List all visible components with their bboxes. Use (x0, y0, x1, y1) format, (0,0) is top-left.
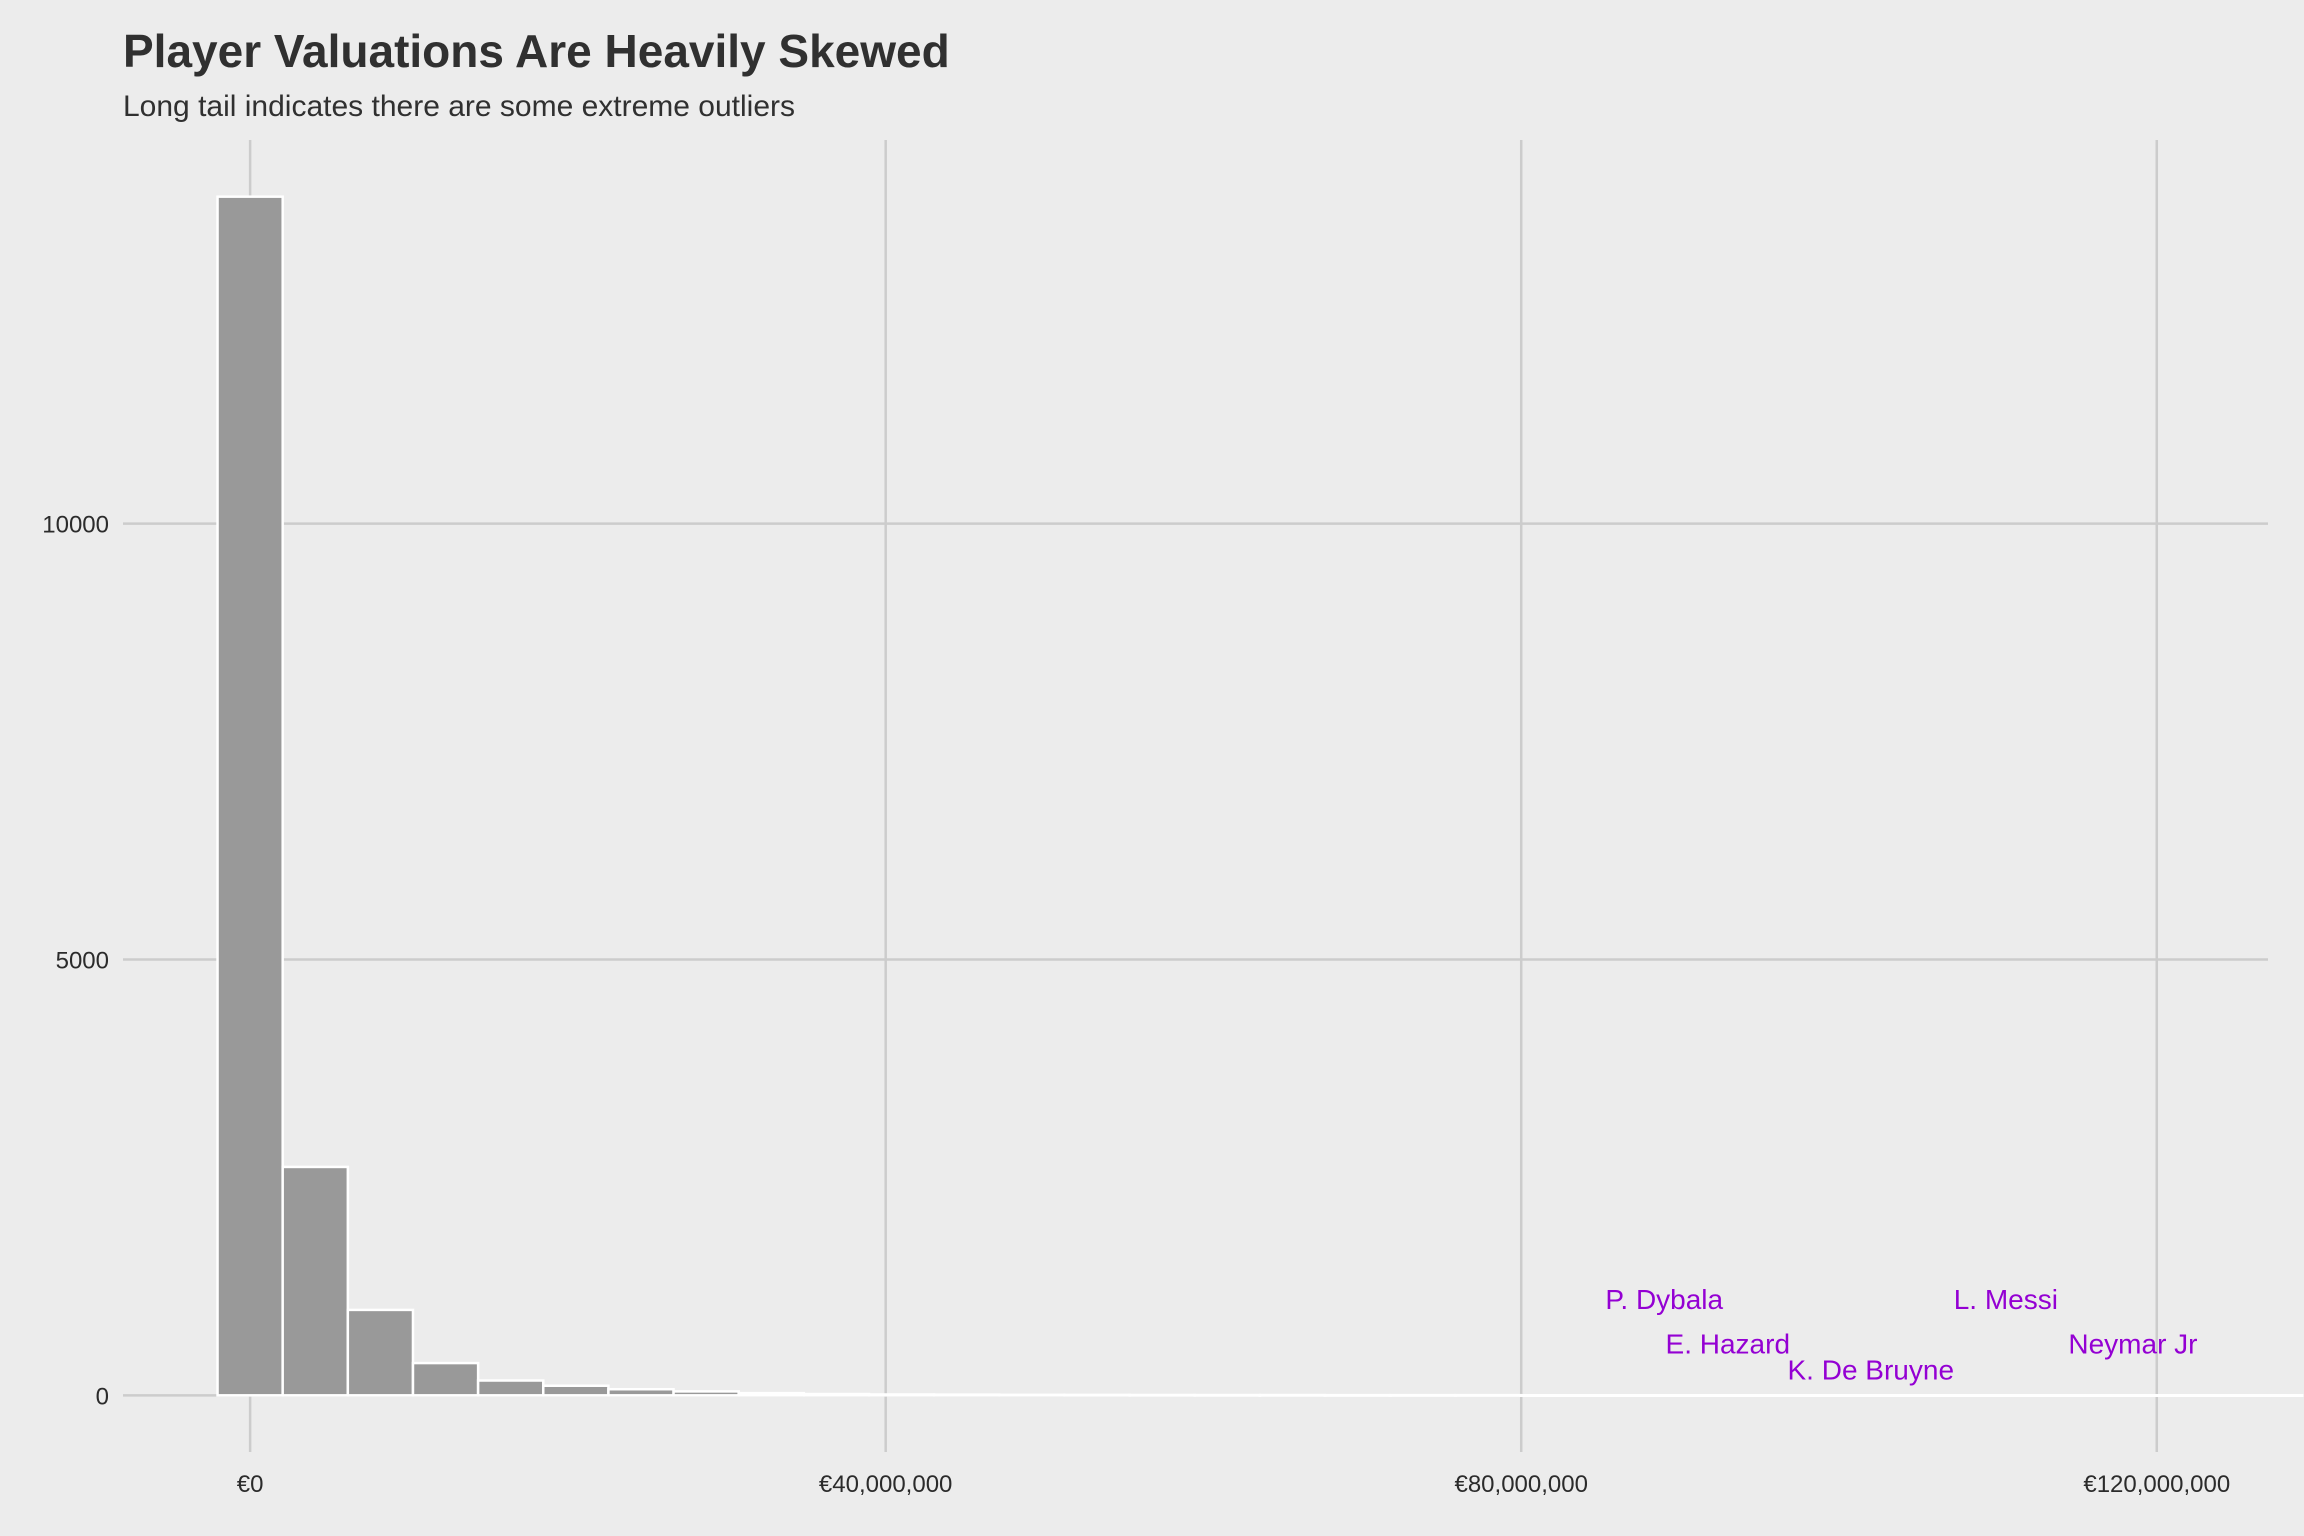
histogram-bar (2170, 1393, 2239, 1397)
player-annotation: P. Dybala (1605, 1284, 1723, 1315)
histogram-bar (2235, 1393, 2304, 1397)
histogram-bar (411, 1361, 480, 1397)
y-tick-label: 0 (96, 1383, 109, 1410)
histogram-bar (867, 1393, 936, 1397)
histogram-bar (1910, 1393, 1978, 1397)
histogram-bar (1063, 1393, 1131, 1397)
histogram-bar (1388, 1393, 1457, 1397)
histogram-bar (1975, 1393, 2043, 1397)
histogram-bar (1193, 1393, 1262, 1397)
player-annotation: Neymar Jr (2068, 1328, 2197, 1359)
histogram-bar (998, 1393, 1066, 1397)
histogram-bar (1714, 1393, 1783, 1397)
histogram-bar (1519, 1393, 1587, 1397)
chart-subtitle: Long tail indicates there are some extre… (123, 90, 796, 123)
player-annotation: K. De Bruyne (1788, 1355, 1955, 1386)
player-annotation: E. Hazard (1666, 1328, 1791, 1359)
histogram-bar (1844, 1393, 1913, 1397)
axis-tick-labels: €0 €40,000,000 €80,000,000 €120,000,000 0 500… (42, 512, 2230, 1498)
histogram-bar (281, 1165, 350, 1397)
histogram-bar (2040, 1393, 2108, 1397)
histogram-bar (346, 1308, 415, 1397)
histogram-bar (1258, 1393, 1327, 1397)
histogram-bar (1584, 1393, 1652, 1397)
histogram-bar (1779, 1393, 1848, 1397)
histogram-bar (932, 1393, 1001, 1397)
x-tick-label: €120,000,000 (2083, 1471, 2230, 1498)
histogram-bar (216, 195, 284, 1397)
x-tick-label: €80,000,000 (1454, 1471, 1587, 1498)
x-tick-label: €0 (237, 1471, 264, 1498)
histogram-bars (216, 195, 2304, 1397)
histogram-bar (2105, 1393, 2174, 1397)
histogram-bar (802, 1392, 871, 1397)
histogram-bar (476, 1379, 545, 1397)
histogram-bar (1128, 1393, 1196, 1397)
histogram-bar (1323, 1393, 1392, 1397)
histogram-bar (737, 1391, 806, 1397)
chart-title: Player Valuations Are Heavily Skewed (123, 25, 950, 77)
histogram-bar (607, 1387, 675, 1397)
x-tick-label: €40,000,000 (819, 1471, 952, 1498)
histogram-bar (1454, 1393, 1522, 1397)
histogram-bar (542, 1384, 610, 1397)
histogram-bar (1649, 1393, 1718, 1397)
y-tick-label: 10000 (42, 512, 109, 539)
y-tick-label: 5000 (56, 947, 109, 974)
grid-lines (123, 140, 2268, 1452)
histogram-bar (672, 1390, 740, 1397)
player-annotation: L. Messi (1954, 1284, 2058, 1315)
